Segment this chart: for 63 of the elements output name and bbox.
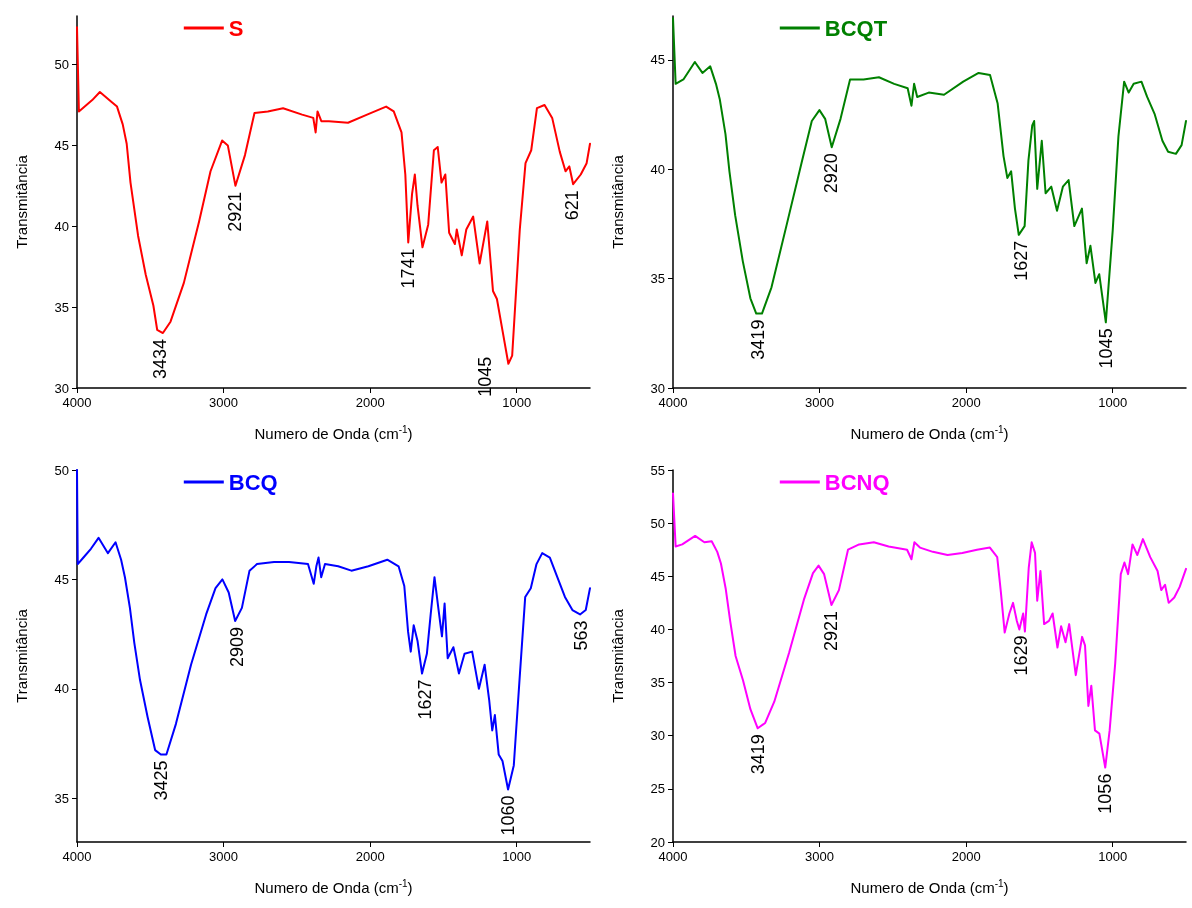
y-tick-label: 40 [54, 681, 69, 697]
y-tick-label: 45 [650, 52, 665, 68]
annotation: 1060 [497, 795, 518, 836]
y-axis-title: Transmitância [609, 608, 626, 703]
x-tick-label: 1000 [1098, 849, 1128, 864]
legend-label: S [228, 15, 244, 41]
annotation: 1045 [475, 356, 496, 397]
x-tick-label: 2000 [355, 395, 385, 410]
y-tick-label: 50 [54, 57, 69, 73]
annotation: 2921 [821, 610, 842, 652]
y-axis-title: Transmitância [13, 608, 30, 703]
y-tick-label: 50 [650, 515, 665, 531]
annotation: 3425 [151, 760, 172, 801]
annotation: 3419 [748, 319, 769, 360]
annotation: 1741 [398, 248, 419, 289]
x-tick-label: 3000 [805, 395, 835, 410]
x-tick-label: 4000 [62, 395, 92, 410]
y-tick-label: 50 [54, 462, 69, 478]
x-tick-label: 4000 [62, 849, 92, 864]
y-tick-label: 25 [650, 781, 665, 797]
annotation: 1045 [1096, 328, 1117, 369]
annotation: 2921 [225, 191, 246, 232]
x-tick-label: 2000 [355, 849, 385, 864]
x-tick-label: 2000 [951, 395, 981, 410]
x-tick-label: 4000 [658, 395, 688, 410]
y-tick-label: 45 [54, 137, 69, 153]
y-tick-label: 40 [650, 621, 665, 637]
y-tick-label: 20 [650, 834, 665, 850]
y-tick-label: 55 [650, 462, 665, 478]
x-tick-label: 1000 [502, 395, 532, 410]
annotation: 1627 [414, 679, 435, 720]
y-axis-title: Transmitância [609, 154, 626, 249]
x-tick-label: 3000 [209, 849, 239, 864]
x-tick-label: 1000 [502, 849, 532, 864]
annotation: 3419 [748, 734, 769, 775]
x-tick-label: 3000 [209, 395, 239, 410]
y-tick-label: 35 [650, 271, 665, 287]
y-tick-label: 30 [650, 380, 665, 396]
annotation: 563 [570, 620, 591, 651]
annotation: 2920 [821, 153, 842, 194]
legend-label: BCNQ [824, 469, 890, 495]
annotation: 1629 [1010, 635, 1031, 676]
y-tick-label: 35 [54, 299, 69, 315]
y-tick-label: 30 [650, 728, 665, 744]
x-tick-label: 1000 [1098, 395, 1128, 410]
y-tick-label: 35 [54, 790, 69, 806]
annotation: 1056 [1094, 773, 1115, 814]
y-tick-label: 45 [650, 568, 665, 584]
x-tick-label: 2000 [951, 849, 981, 864]
annotation: 2909 [226, 626, 247, 668]
y-tick-label: 45 [54, 571, 69, 587]
x-tick-label: 3000 [805, 849, 835, 864]
y-tick-label: 40 [54, 218, 69, 234]
x-tick-label: 4000 [658, 849, 688, 864]
legend-label: BCQ [228, 469, 278, 495]
y-tick-label: 40 [650, 161, 665, 177]
annotation: 621 [562, 190, 583, 221]
legend-label: BCQT [824, 15, 888, 41]
annotation: 1627 [1010, 240, 1031, 281]
annotation: 3434 [149, 339, 170, 380]
y-tick-label: 35 [650, 675, 665, 691]
y-axis-title: Transmitância [13, 154, 30, 249]
y-tick-label: 30 [54, 380, 69, 396]
